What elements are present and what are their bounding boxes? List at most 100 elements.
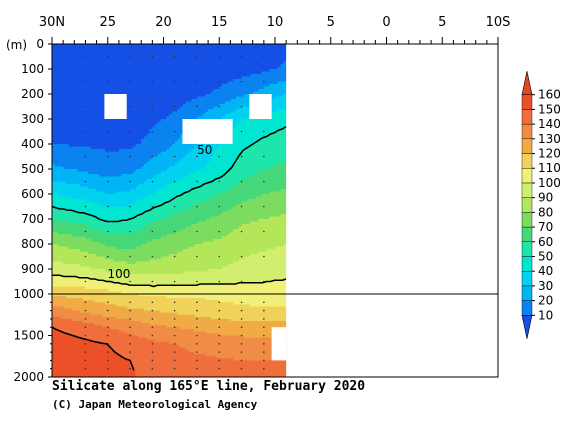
section-cell (135, 370, 287, 374)
section-cell (194, 171, 226, 175)
section-cell (216, 146, 248, 150)
section-cell (275, 246, 287, 250)
section-cell (118, 354, 206, 357)
section-cell (52, 300, 95, 303)
section-cell (177, 109, 209, 113)
colorbar-high-triangle (521, 71, 533, 96)
section-cell (104, 256, 162, 260)
section-cell (110, 327, 181, 330)
section-cell (199, 184, 237, 188)
section-cell (63, 261, 128, 265)
section-cell (132, 368, 287, 372)
section-cell (146, 224, 192, 228)
section-cell (85, 224, 148, 228)
station-marker (106, 80, 109, 83)
section-cell (143, 226, 187, 230)
section-cell (52, 316, 61, 320)
station-marker (151, 359, 154, 362)
section-cell (224, 171, 259, 175)
station-marker (196, 318, 198, 320)
section-cell (113, 350, 190, 353)
station-marker (84, 105, 87, 108)
section-cell (171, 214, 220, 218)
section-cell (52, 56, 287, 60)
section-cell (52, 179, 148, 183)
section-cell (230, 111, 268, 115)
section-cell (91, 266, 223, 270)
section-cell (138, 214, 173, 218)
y-tick-label: 700 (21, 212, 44, 226)
colorbar-band (521, 109, 533, 125)
section-cell (222, 236, 287, 240)
section-cell (261, 71, 287, 75)
section-cell (202, 114, 226, 118)
section-cell (194, 352, 287, 355)
section-cell (152, 239, 215, 243)
section-cell (52, 186, 89, 190)
section-cell (227, 189, 282, 193)
section-cell (277, 129, 287, 133)
section-cell (138, 229, 181, 233)
section-cell (118, 329, 195, 332)
station-marker (196, 180, 198, 183)
station-marker (84, 55, 87, 58)
section-cell (99, 204, 131, 208)
section-cell (52, 64, 282, 68)
section-cell (52, 320, 84, 324)
colorbar-band (521, 123, 533, 140)
section-cell (241, 201, 287, 205)
section-cell (52, 229, 100, 233)
section-cell (52, 291, 123, 294)
station-marker (263, 309, 265, 312)
contour-line-150 (52, 326, 135, 371)
section-cell (205, 219, 259, 223)
station-marker (106, 309, 109, 312)
section-cell (183, 271, 287, 275)
section-cell (146, 337, 287, 341)
section-cell (52, 134, 148, 138)
section-cell (52, 79, 234, 83)
section-cell (52, 214, 92, 218)
section-cell (196, 96, 237, 100)
station-marker (151, 280, 154, 283)
y-tick-label: 500 (21, 162, 44, 176)
section-cell (160, 236, 223, 240)
section-cell (113, 259, 151, 263)
section-cell (155, 174, 190, 178)
section-cell (65, 181, 145, 185)
section-cell (277, 81, 287, 85)
section-cell (57, 244, 106, 248)
section-cell (99, 229, 140, 233)
section-cell (233, 229, 287, 233)
section-cell (141, 166, 170, 170)
section-cell (210, 156, 237, 160)
y-tick-label: 1500 (13, 329, 44, 343)
station-marker (218, 180, 221, 183)
section-cell (85, 199, 140, 203)
station-marker (151, 230, 154, 233)
section-cell (104, 279, 276, 283)
station-marker (84, 367, 87, 370)
section-cell (57, 206, 153, 210)
section-cell (258, 171, 287, 175)
section-cell (238, 259, 287, 263)
section-cell (52, 329, 59, 332)
section-cell (180, 327, 287, 330)
section-cell (52, 119, 162, 123)
section-cell (188, 151, 215, 155)
section-cell (180, 106, 215, 110)
station-marker (240, 55, 243, 58)
section-cell (104, 269, 209, 273)
section-cell (194, 244, 284, 248)
section-cell (261, 194, 287, 198)
section-cell (132, 364, 287, 368)
section-cell (116, 316, 212, 320)
section-cell (238, 226, 287, 230)
station-marker (151, 334, 154, 337)
section-cell (235, 124, 287, 128)
station-marker (240, 230, 243, 233)
section-cell (82, 337, 148, 341)
section-cell (238, 154, 287, 158)
colorbar-label: 150 (538, 102, 561, 116)
section-cell (138, 294, 287, 297)
